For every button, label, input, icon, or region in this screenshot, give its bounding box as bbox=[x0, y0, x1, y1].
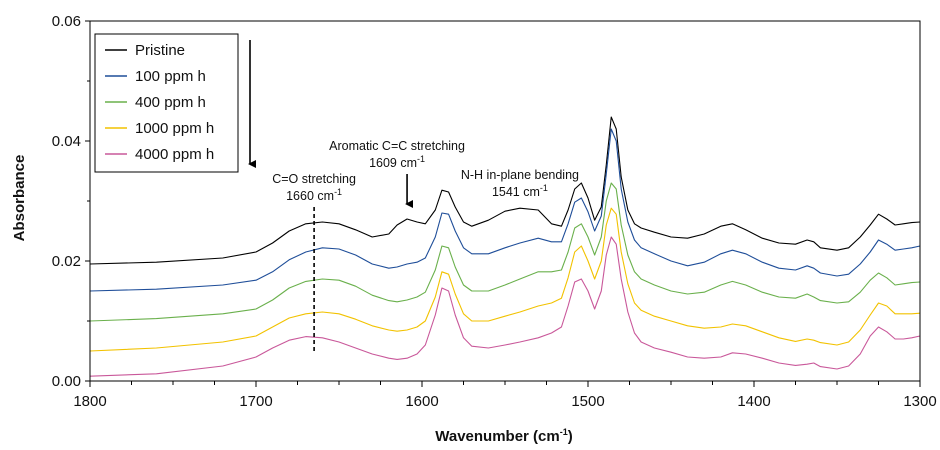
y-axis-title: Absorbance bbox=[11, 155, 28, 242]
x-tick-label: 1500 bbox=[571, 393, 604, 410]
x-tick-label: 1700 bbox=[239, 393, 272, 410]
x-axis-title: Wavenumber (cm-1) bbox=[435, 427, 573, 445]
annotation-wavenumber-value: 1609 cm bbox=[369, 156, 417, 170]
legend-label: Pristine bbox=[135, 42, 185, 59]
legend-label: 4000 ppm h bbox=[135, 146, 214, 163]
x-tick-label: 1800 bbox=[73, 393, 106, 410]
x-tick-label: 1400 bbox=[737, 393, 770, 410]
series-line-2 bbox=[89, 128, 921, 292]
legend: Pristine 100 ppm h 400 ppm h 1000 ppm h 4000… bbox=[94, 33, 256, 173]
annotation-wavenumber: 1541 cm-1 bbox=[492, 183, 548, 199]
annotation-label: C=O stretching bbox=[272, 172, 356, 186]
legend-label: 100 ppm h bbox=[135, 68, 206, 85]
legend-label: 1000 ppm h bbox=[135, 120, 214, 137]
annotation-wavenumber-sup: -1 bbox=[540, 183, 548, 193]
axis-layer: 0.00 0.02 0.04 0.06 1800 1700 1600 1500 1400 1300 bbox=[52, 13, 937, 410]
x-axis-title-end: ) bbox=[568, 428, 573, 445]
x-axis-title-sup: -1 bbox=[560, 427, 568, 437]
x-tick-label: 1300 bbox=[903, 393, 936, 410]
y-tick-label: 0.06 bbox=[52, 13, 81, 30]
annotation-label: Aromatic C=C stretching bbox=[329, 139, 465, 153]
annotation-wavenumber: 1660 cm-1 bbox=[286, 187, 342, 203]
y-tick-label: 0.04 bbox=[52, 133, 81, 150]
annotation-wavenumber: 1609 cm-1 bbox=[369, 154, 425, 170]
y-tick-label: 0.00 bbox=[52, 373, 81, 390]
annotation-label: N-H in-plane bending bbox=[461, 168, 579, 182]
legend-box bbox=[94, 33, 239, 173]
series-line-4 bbox=[89, 207, 921, 352]
series-line-5 bbox=[89, 236, 921, 377]
annotation-wavenumber-sup: -1 bbox=[417, 154, 425, 164]
x-tick-label: 1600 bbox=[405, 393, 438, 410]
series-line-3 bbox=[89, 182, 921, 322]
y-tick-label: 0.02 bbox=[52, 253, 81, 270]
legend-label: 400 ppm h bbox=[135, 94, 206, 111]
x-axis-title-main: Wavenumber (cm bbox=[435, 428, 559, 445]
annotation-wavenumber-sup: -1 bbox=[334, 187, 342, 197]
series-line-1 bbox=[89, 116, 921, 265]
annotation-wavenumber-value: 1541 cm bbox=[492, 185, 540, 199]
annotation-wavenumber-value: 1660 cm bbox=[286, 189, 334, 203]
series-layer bbox=[89, 116, 921, 377]
